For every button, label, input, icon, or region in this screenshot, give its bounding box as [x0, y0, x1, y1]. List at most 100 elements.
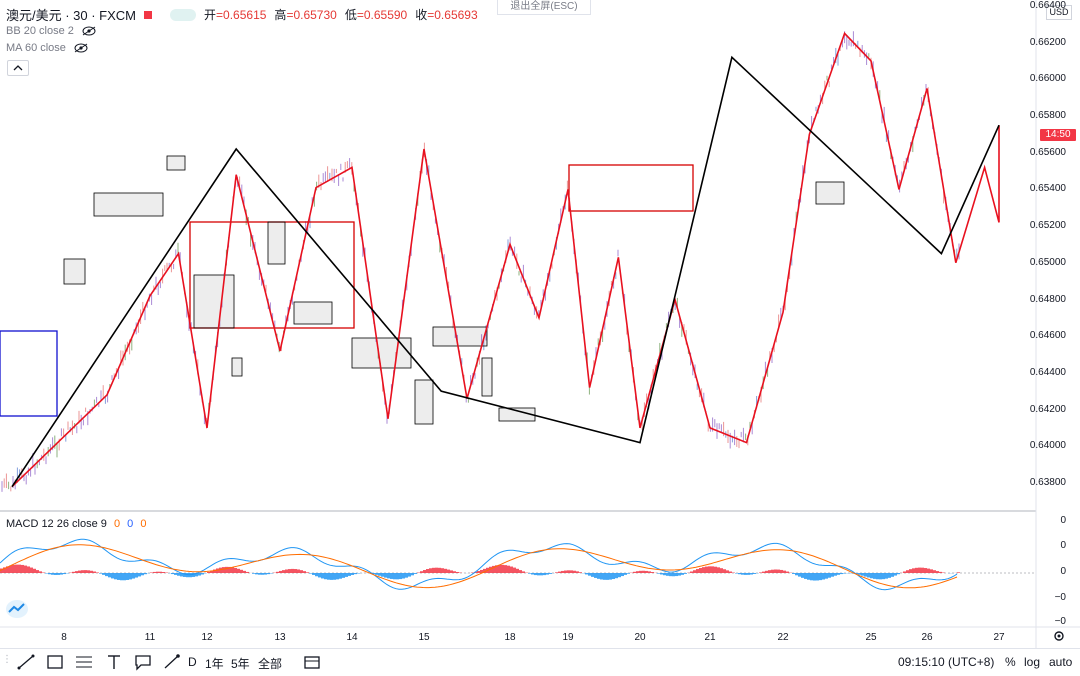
macd-histogram-bar [501, 565, 504, 573]
exit-fullscreen-button[interactable]: 退出全屏(ESC) [497, 0, 591, 15]
macd-histogram-bar [126, 573, 129, 580]
macd-histogram-bar [138, 573, 141, 576]
macd-histogram-bar [60, 573, 63, 575]
time-tick-label: 21 [695, 632, 725, 643]
trend-line-tool-icon[interactable] [16, 653, 36, 671]
price-tick-label: 0.66000 [1026, 73, 1066, 84]
macd-histogram-bar [870, 573, 873, 578]
drag-handle-icon[interactable]: ⋮ [2, 654, 12, 665]
macd-histogram-bar [591, 573, 594, 577]
macd-histogram-bar [873, 573, 876, 579]
macd-histogram-bar [396, 573, 399, 579]
eye-hidden-icon[interactable] [82, 26, 96, 36]
macd-histogram-bar [657, 573, 660, 574]
blue-box [0, 331, 57, 416]
macd-histogram-bar [792, 573, 795, 574]
macd-histogram-bar [684, 573, 687, 574]
macd-tick-label: 0 [1026, 540, 1066, 551]
macd-histogram-bar [714, 567, 717, 573]
calendar-icon[interactable] [302, 653, 322, 671]
grey-box [482, 358, 492, 396]
macd-histogram-bar [864, 573, 867, 577]
macd-histogram-bar [936, 571, 939, 573]
legend-collapse-button[interactable] [7, 60, 29, 76]
log-toggle[interactable]: log [1024, 655, 1040, 669]
period-5y[interactable]: 5年 [231, 655, 250, 672]
chart-canvas[interactable] [0, 0, 1080, 648]
macd-histogram-bar [114, 573, 117, 579]
indicator-legend-ma[interactable]: MA 60 close [6, 42, 88, 54]
macd-histogram-bar [402, 573, 405, 579]
callout-tool-icon[interactable] [133, 653, 153, 671]
macd-histogram-bar [447, 570, 450, 573]
macd-histogram-bar [336, 573, 339, 579]
period-all[interactable]: 全部 [258, 655, 282, 672]
indicator-legend-bb[interactable]: BB 20 close 2 [6, 25, 96, 37]
grey-box [415, 380, 433, 424]
macd-histogram-bar [690, 571, 693, 573]
macd-histogram-bar [123, 573, 126, 580]
price-tick-label: 0.64200 [1026, 404, 1066, 415]
macd-histogram-bar [405, 573, 408, 578]
zigzag-major-line [12, 57, 999, 486]
macd-histogram-bar [72, 572, 75, 573]
grey-box [816, 182, 844, 204]
macd-histogram-bar [78, 571, 81, 573]
macd-histogram-bar [435, 568, 438, 573]
macd-histogram-bar [378, 573, 381, 576]
macd-histogram-bar [381, 573, 384, 577]
macd-histogram-bar [135, 573, 138, 578]
auto-toggle[interactable]: auto [1049, 655, 1072, 669]
macd-histogram-bar [636, 571, 639, 573]
macd-histogram-bar [48, 573, 51, 574]
eye-hidden-icon[interactable] [74, 43, 88, 53]
macd-histogram-bar [12, 565, 15, 573]
macd-value: 0 [127, 518, 133, 530]
macd-histogram-bar [885, 573, 888, 579]
macd-histogram-bar [99, 573, 102, 574]
macd-histogram-bar [645, 571, 648, 573]
period-d[interactable]: D [188, 655, 197, 669]
time-tick-label: 27 [984, 632, 1014, 643]
clock-readout[interactable]: 09:15:10 (UTC+8) [898, 655, 994, 669]
rectangle-tool-icon[interactable] [45, 653, 65, 671]
fib-tool-icon[interactable] [74, 653, 94, 671]
macd-histogram-bar [813, 573, 816, 581]
macd-histogram-bar [804, 573, 807, 579]
status-toggle-icon[interactable] [170, 9, 196, 21]
macd-histogram-bar [327, 573, 330, 580]
macd-histogram-bar [558, 572, 561, 573]
macd-histogram-bar [774, 569, 777, 573]
macd-histogram-bar [807, 573, 810, 580]
macd-histogram-bar [624, 573, 627, 575]
macd-histogram-bar [693, 570, 696, 573]
macd-histogram-bar [162, 572, 165, 573]
symbol-title[interactable]: 澳元/美元 · 30 · FXCM [6, 5, 136, 24]
brush-tool-icon[interactable] [162, 653, 182, 671]
period-1y[interactable]: 1年 [205, 655, 224, 672]
macd-legend[interactable]: MACD 12 26 close 9 0 0 0 [6, 518, 146, 530]
macd-histogram-bar [891, 573, 894, 577]
macd-histogram-bar [117, 573, 120, 580]
macd-histogram-bar [771, 570, 774, 573]
percent-toggle[interactable]: % [1005, 655, 1016, 669]
macd-histogram-bar [45, 573, 48, 574]
macd-histogram-bar [603, 573, 606, 580]
macd-histogram-bar [516, 569, 519, 573]
macd-histogram-bar [729, 571, 732, 573]
macd-histogram-bar [450, 570, 453, 573]
macd-histogram-bar [915, 568, 918, 573]
macd-histogram-bar [36, 570, 39, 573]
macd-histogram-bar [414, 573, 417, 574]
macd-histogram-bar [444, 569, 447, 573]
macd-histogram-bar [717, 567, 720, 573]
macd-histogram-bar [276, 572, 279, 573]
bb-indicator-label: BB 20 close 2 [6, 25, 74, 37]
macd-histogram-bar [894, 573, 897, 576]
macd-histogram-bar [837, 573, 840, 575]
macd-histogram-bar [510, 567, 513, 573]
text-tool-icon[interactable] [104, 653, 124, 671]
settings-gear-icon[interactable] [1052, 629, 1066, 643]
macd-histogram-bar [888, 573, 891, 578]
macd-histogram-bar [597, 573, 600, 579]
